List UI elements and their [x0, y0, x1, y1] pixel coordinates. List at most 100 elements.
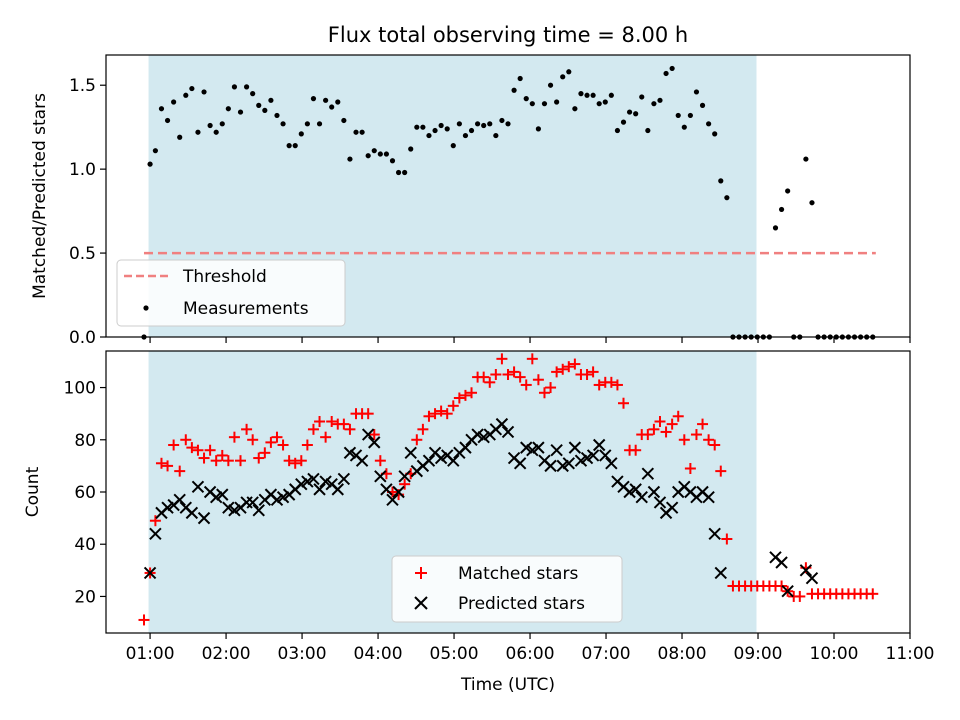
matched-point-15 — [228, 431, 240, 443]
measurement-point-42 — [395, 169, 402, 176]
top-ytick-label-0: 0.0 — [69, 328, 96, 348]
measurement-point-17 — [243, 84, 250, 90]
measurement-point-14 — [225, 106, 231, 112]
predicted-point-61 — [513, 457, 527, 470]
predicted-point-64 — [532, 441, 545, 454]
matched-point-52 — [453, 392, 465, 404]
measurement-point-78 — [614, 127, 621, 134]
top-axes-frame — [105, 54, 911, 338]
matched-point-8 — [186, 442, 198, 454]
xtick-label-10: 11:00 — [886, 644, 935, 664]
measurement-point-38 — [371, 148, 377, 154]
top-ytick-label-2: 1.0 — [69, 160, 96, 180]
predicted-point-59 — [501, 425, 515, 439]
measurement-point-90 — [687, 112, 693, 119]
matched-point-59 — [496, 353, 508, 365]
measurement-point-20 — [262, 107, 268, 113]
measurement-point-52 — [456, 121, 462, 127]
matched-point-4 — [162, 460, 174, 472]
predicted-point-12 — [216, 488, 229, 501]
bottom-ylabel: Count — [23, 466, 43, 517]
matched-point-38 — [368, 429, 380, 441]
matched-point-85 — [654, 416, 666, 427]
matched-point-45 — [411, 434, 423, 446]
matched-point-79 — [618, 397, 630, 409]
measurement-point-1 — [147, 161, 153, 167]
predicted-point-92 — [702, 491, 715, 504]
measurement-point-8 — [189, 85, 195, 92]
matched-point-78 — [611, 379, 623, 391]
matched-point-81 — [630, 444, 642, 456]
measurement-point-86 — [663, 70, 669, 77]
measurement-point-9 — [195, 129, 201, 135]
measurement-point-87 — [669, 65, 675, 72]
matched-point-31 — [326, 416, 338, 427]
matched-point-57 — [484, 376, 496, 388]
predicted-point-41 — [392, 485, 405, 499]
measurement-point-41 — [389, 158, 396, 164]
measurement-point-89 — [681, 124, 687, 130]
measurement-point-88 — [675, 112, 681, 119]
predicted-point-69 — [562, 457, 576, 470]
matched-point-12 — [210, 455, 222, 467]
predicted-point-58 — [495, 417, 509, 431]
predicted-point-50 — [447, 454, 460, 467]
measurement-point-28 — [310, 96, 317, 102]
matched-point-77 — [605, 376, 617, 388]
measurement-point-10 — [201, 89, 207, 95]
matched-point-73 — [581, 369, 593, 380]
matched-point-74 — [587, 366, 599, 378]
measurement-point-34 — [347, 156, 353, 162]
xtick-label-0: 01:00 — [126, 644, 175, 664]
bottom-legend: Matched stars Predicted stars — [391, 555, 623, 623]
measurement-point-31 — [329, 104, 335, 110]
matched-point-66 — [538, 387, 550, 399]
measurement-point-84 — [651, 101, 657, 107]
measurement-point-40 — [383, 151, 390, 157]
measurement-point-57 — [487, 121, 493, 127]
measurement-point-74 — [590, 92, 596, 98]
measurement-point-21 — [268, 97, 274, 103]
measurement-point-104 — [772, 225, 779, 231]
matched-point-51 — [447, 400, 459, 412]
top-legend-box — [116, 259, 346, 327]
matched-point-83 — [642, 429, 654, 441]
matched-point-90 — [684, 463, 696, 474]
measurement-point-50 — [444, 126, 450, 132]
predicted-point-1 — [149, 527, 162, 540]
matched-point-93 — [703, 434, 715, 446]
matched-point-19 — [253, 452, 265, 464]
measurement-point-96 — [724, 195, 730, 201]
matched-point-61 — [508, 366, 520, 378]
measurement-point-81 — [633, 111, 639, 117]
predicted-point-7 — [185, 506, 199, 520]
measurement-point-69 — [560, 74, 566, 80]
matched-point-62 — [514, 371, 526, 383]
predicted-point-86 — [665, 501, 679, 514]
bottom-ytick-label-1: 40 — [74, 535, 96, 555]
measurement-point-65 — [535, 126, 541, 132]
bottom-ytick-label-3: 80 — [74, 431, 96, 451]
predicted-point-39 — [380, 483, 393, 496]
xtick-label-1: 02:00 — [202, 644, 251, 664]
matched-point-95 — [715, 465, 727, 477]
predicted-point-98 — [799, 564, 813, 577]
measurement-point-51 — [450, 143, 456, 149]
measurement-point-32 — [335, 99, 341, 105]
measurement-point-80 — [626, 109, 633, 115]
matched-point-58 — [490, 369, 502, 380]
predicted-point-99 — [805, 571, 819, 585]
matched-point-108 — [794, 590, 806, 602]
measurement-point-76 — [602, 99, 608, 105]
bottom-legend-box — [391, 555, 623, 623]
measurement-point-39 — [377, 151, 383, 157]
xtick-label-2: 03:00 — [278, 644, 327, 664]
predicted-point-17 — [246, 496, 259, 509]
matched-point-91 — [690, 429, 702, 441]
top-legend: Threshold Measurements — [116, 259, 346, 327]
threshold-legend-label: Threshold — [182, 267, 267, 287]
matched-point-10 — [198, 452, 210, 464]
matched-point-26 — [295, 455, 307, 467]
measurement-point-24 — [286, 143, 292, 149]
predicted-point-66 — [544, 459, 557, 473]
